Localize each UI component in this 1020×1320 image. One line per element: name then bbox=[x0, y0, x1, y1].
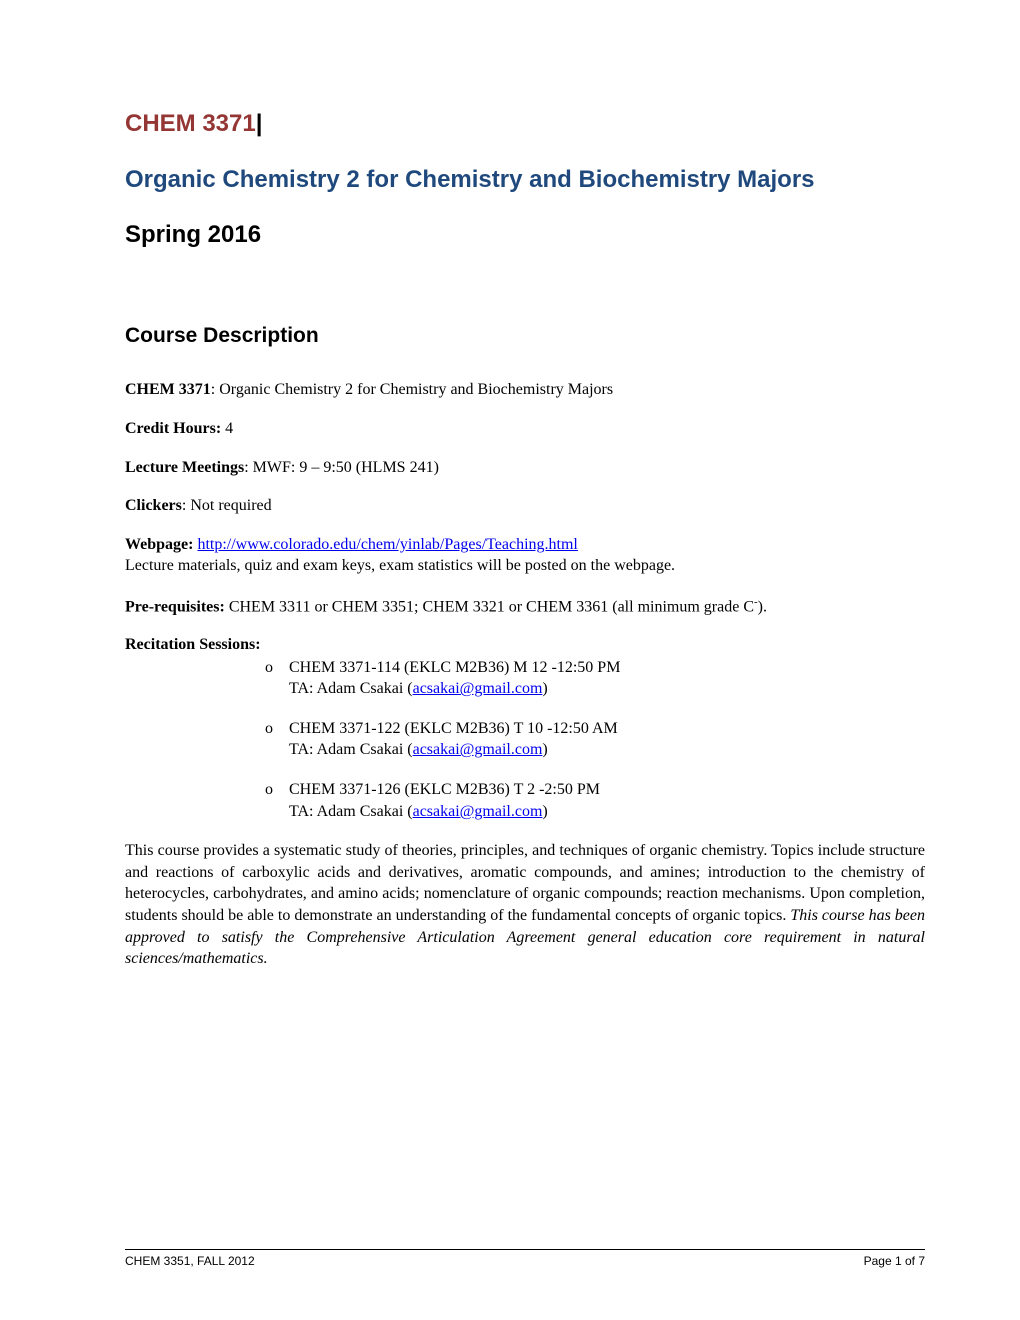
page-content: CHEM 3371| Organic Chemistry 2 for Chemi… bbox=[0, 0, 1020, 1020]
lecture-meetings: Lecture Meetings: MWF: 9 – 9:50 (HLMS 24… bbox=[125, 458, 925, 479]
prereq-value-1: CHEM 3311 or CHEM 3351; CHEM 3321 or CHE… bbox=[229, 598, 754, 615]
credit-value: 4 bbox=[225, 420, 233, 437]
prerequisites: Pre-requisites: CHEM 3311 or CHEM 3351; … bbox=[125, 595, 925, 618]
credit-label: Credit Hours: bbox=[125, 420, 225, 437]
ta-suffix: ) bbox=[542, 803, 547, 820]
recitation-line: CHEM 3371-122 (EKLC M2B36) T 10 -12:50 A… bbox=[289, 720, 618, 737]
clickers: Clickers: Not required bbox=[125, 496, 925, 517]
section-heading: Course Description bbox=[125, 324, 925, 348]
course-line-value: : Organic Chemistry 2 for Chemistry and … bbox=[211, 381, 613, 398]
prereq-value-2: ). bbox=[758, 598, 767, 615]
bullet-icon: o bbox=[265, 779, 289, 801]
course-title-heading: Organic Chemistry 2 for Chemistry and Bi… bbox=[125, 166, 925, 194]
footer-left: CHEM 3351, FALL 2012 bbox=[125, 1254, 255, 1268]
webpage-label: Webpage: bbox=[125, 536, 197, 553]
credit-hours: Credit Hours: 4 bbox=[125, 419, 925, 440]
lecture-label: Lecture Meetings bbox=[125, 459, 244, 476]
recitation-item: oCHEM 3371-122 (EKLC M2B36) T 10 -12:50 … bbox=[265, 718, 925, 761]
recitation-list: oCHEM 3371-114 (EKLC M2B36) M 12 -12:50 … bbox=[265, 657, 925, 823]
webpage-sub: Lecture materials, quiz and exam keys, e… bbox=[125, 556, 925, 577]
course-line: CHEM 3371: Organic Chemistry 2 for Chemi… bbox=[125, 380, 925, 401]
page-footer: CHEM 3351, FALL 2012 Page 1 of 7 bbox=[125, 1249, 925, 1268]
clickers-label: Clickers bbox=[125, 497, 182, 514]
description-paragraph: This course provides a systematic study … bbox=[125, 840, 925, 970]
bullet-icon: o bbox=[265, 657, 289, 679]
ta-suffix: ) bbox=[542, 741, 547, 758]
course-line-label: CHEM 3371 bbox=[125, 381, 211, 398]
ta-email-link[interactable]: acsakai@gmail.com bbox=[413, 680, 543, 697]
semester-heading: Spring 2016 bbox=[125, 221, 925, 249]
recitation-line: CHEM 3371-114 (EKLC M2B36) M 12 -12:50 P… bbox=[289, 659, 620, 676]
lecture-value: : MWF: 9 – 9:50 (HLMS 241) bbox=[244, 459, 439, 476]
course-code-text: CHEM 3371 bbox=[125, 110, 256, 137]
clickers-value: : Not required bbox=[182, 497, 272, 514]
footer-right: Page 1 of 7 bbox=[864, 1254, 925, 1268]
ta-email-link[interactable]: acsakai@gmail.com bbox=[413, 741, 543, 758]
ta-prefix: TA: Adam Csakai ( bbox=[289, 680, 413, 697]
webpage-block: Webpage: http://www.colorado.edu/chem/yi… bbox=[125, 535, 925, 577]
ta-email-link[interactable]: acsakai@gmail.com bbox=[413, 803, 543, 820]
course-code-heading: CHEM 3371| bbox=[125, 110, 925, 138]
ta-prefix: TA: Adam Csakai ( bbox=[289, 803, 413, 820]
webpage-link[interactable]: http://www.colorado.edu/chem/yinlab/Page… bbox=[197, 536, 577, 553]
recitation-item: oCHEM 3371-126 (EKLC M2B36) T 2 -2:50 PM… bbox=[265, 779, 925, 822]
recitation-item: oCHEM 3371-114 (EKLC M2B36) M 12 -12:50 … bbox=[265, 657, 925, 700]
pipe-separator: | bbox=[256, 110, 263, 137]
recitation-line: CHEM 3371-126 (EKLC M2B36) T 2 -2:50 PM bbox=[289, 781, 600, 798]
ta-prefix: TA: Adam Csakai ( bbox=[289, 741, 413, 758]
ta-suffix: ) bbox=[542, 680, 547, 697]
recitation-heading: Recitation Sessions: bbox=[125, 636, 925, 654]
bullet-icon: o bbox=[265, 718, 289, 740]
prereq-label: Pre-requisites: bbox=[125, 598, 229, 615]
